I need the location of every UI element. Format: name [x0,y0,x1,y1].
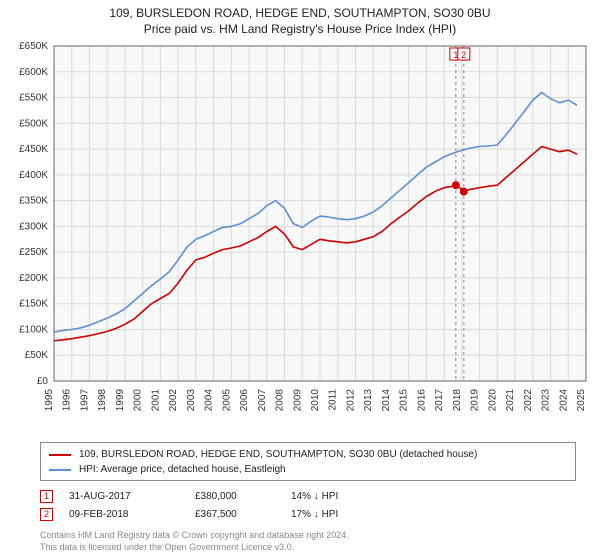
svg-text:2016: 2016 [416,389,427,412]
svg-text:2022: 2022 [523,389,534,412]
price-chart-card: { "title_line1": "109, BURSLEDON ROAD, H… [0,0,600,560]
svg-text:£600K: £600K [19,67,48,78]
svg-text:£200K: £200K [19,273,48,284]
svg-text:2001: 2001 [150,389,161,412]
svg-text:2015: 2015 [399,389,410,412]
footer-line: Contains HM Land Registry data © Crown c… [40,529,576,541]
svg-text:£150K: £150K [19,299,48,310]
sale-delta: 17% ↓ HPI [291,509,381,520]
svg-text:1998: 1998 [97,389,108,412]
chart-area: £0 £50K £100K £150K £200K £250K £300K £350K £400… [0,36,600,436]
svg-text:2002: 2002 [168,389,179,412]
sale-delta: 14% ↓ HPI [291,491,381,502]
svg-text:2008: 2008 [275,389,286,412]
svg-text:£100K: £100K [19,324,48,335]
legend-label: HPI: Average price, detached house, East… [79,462,286,477]
svg-text:2000: 2000 [133,389,144,412]
svg-text:£550K: £550K [19,93,48,104]
svg-text:2018: 2018 [452,389,463,412]
svg-text:1995: 1995 [44,389,55,412]
chart-title-sub: Price paid vs. HM Land Registry's House … [0,22,600,36]
svg-text:2017: 2017 [434,389,445,412]
price-line-chart: £0 £50K £100K £150K £200K £250K £300K £350K £400… [0,36,600,436]
svg-text:2005: 2005 [221,389,232,412]
svg-text:2013: 2013 [363,389,374,412]
attribution-footer: Contains HM Land Registry data © Crown c… [40,529,576,553]
svg-text:1999: 1999 [115,389,126,412]
svg-text:2012: 2012 [345,389,356,412]
svg-text:£350K: £350K [19,196,48,207]
svg-text:£300K: £300K [19,221,48,232]
svg-text:2019: 2019 [470,389,481,412]
svg-text:2021: 2021 [505,389,516,412]
svg-text:£50K: £50K [25,350,49,361]
svg-text:2023: 2023 [541,389,552,412]
sale-price: £367,500 [195,509,275,520]
sale-marker: 2 [40,508,53,521]
svg-text:2006: 2006 [239,389,250,412]
svg-text:£500K: £500K [19,118,48,129]
svg-text:2003: 2003 [186,389,197,412]
sales-list: 1 31-AUG-2017 £380,000 14% ↓ HPI 2 09-FEB-201… [40,487,576,523]
svg-text:£250K: £250K [19,247,48,258]
svg-text:£650K: £650K [19,41,48,52]
chart-title-address: 109, BURSLEDON ROAD, HEDGE END, SOUTHAMP… [0,6,600,20]
chart-legend: 109, BURSLEDON ROAD, HEDGE END, SOUTHAMP… [40,442,576,481]
sale-row: 1 31-AUG-2017 £380,000 14% ↓ HPI [40,487,576,505]
sale-date: 31-AUG-2017 [69,491,179,502]
legend-label: 109, BURSLEDON ROAD, HEDGE END, SOUTHAMP… [79,447,477,462]
sale-marker: 1 [40,490,53,503]
legend-swatch [49,469,71,471]
sale-row: 2 09-FEB-2018 £367,500 17% ↓ HPI [40,505,576,523]
svg-text:2007: 2007 [257,389,268,412]
sale-date: 09-FEB-2018 [69,509,179,520]
svg-text:2009: 2009 [292,389,303,412]
footer-line: This data is licensed under the Open Gov… [40,541,576,553]
svg-text:£0: £0 [37,376,49,387]
svg-text:2004: 2004 [204,389,215,412]
svg-text:2020: 2020 [487,389,498,412]
svg-text:2025: 2025 [576,389,587,412]
legend-row: HPI: Average price, detached house, East… [49,462,567,477]
svg-text:2: 2 [461,50,466,60]
svg-text:1997: 1997 [79,389,90,412]
svg-text:2014: 2014 [381,389,392,412]
svg-text:2011: 2011 [328,389,339,411]
legend-swatch [49,454,71,456]
svg-text:2024: 2024 [558,389,569,412]
svg-text:2010: 2010 [310,389,321,412]
chart-titles: 109, BURSLEDON ROAD, HEDGE END, SOUTHAMP… [0,0,600,36]
legend-row: 109, BURSLEDON ROAD, HEDGE END, SOUTHAMP… [49,447,567,462]
svg-text:£450K: £450K [19,144,48,155]
svg-text:1996: 1996 [62,389,73,412]
svg-text:£400K: £400K [19,170,48,181]
sale-price: £380,000 [195,491,275,502]
